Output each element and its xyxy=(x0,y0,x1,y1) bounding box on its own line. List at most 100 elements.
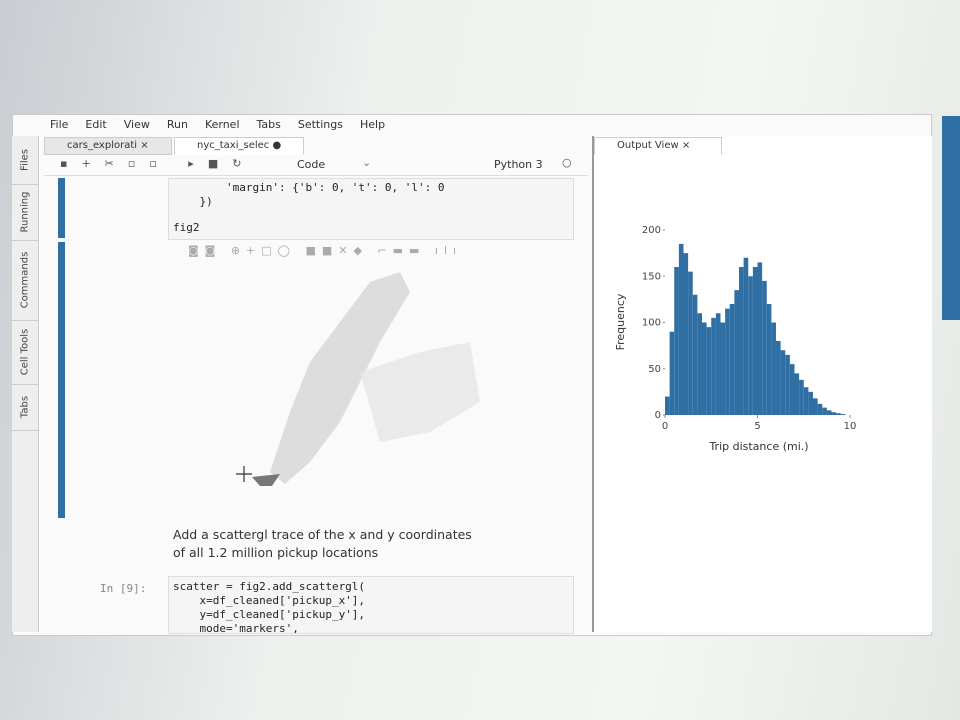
code-line: 'margin': {'b': 0, 't': 0, 'l': 0 xyxy=(173,181,445,194)
x-tick-label: 5 xyxy=(754,421,760,432)
histogram-bar xyxy=(789,364,795,415)
menu-item[interactable]: Tabs xyxy=(256,118,281,131)
menu-item[interactable]: Help xyxy=(359,118,386,131)
sidebar-label: Commands xyxy=(19,251,31,309)
histogram-bar xyxy=(739,267,744,415)
sidebar: Files Running Commands Cell Tools Tabs xyxy=(12,136,39,632)
histogram-bar xyxy=(794,373,800,415)
sidebar-tab[interactable]: Cell Tools xyxy=(12,320,38,385)
cell-collapser[interactable] xyxy=(58,242,65,518)
histogram-bar xyxy=(678,243,684,415)
code-line: scatter = fig2.add_scattergl( xyxy=(173,580,366,593)
sidebar-tab[interactable]: Files xyxy=(12,136,38,185)
sidebar-label: Running xyxy=(19,191,31,233)
code-line: y=df_cleaned['pickup_y'], xyxy=(173,608,366,621)
side-accent xyxy=(942,116,960,320)
notebook-tab[interactable]: nyc_taxi_selec ● xyxy=(174,137,304,155)
markdown-line: of all 1.2 million pickup locations xyxy=(173,545,379,560)
y-tick-label: 0 xyxy=(655,410,661,421)
histogram-bar xyxy=(813,398,818,415)
histogram-bar xyxy=(780,350,786,415)
histogram-bar xyxy=(688,271,693,415)
histogram-bar xyxy=(785,354,790,415)
tab-label: nyc_taxi_selec xyxy=(197,140,270,151)
cell-collapser[interactable] xyxy=(58,178,65,238)
sidebar-tab[interactable]: Tabs xyxy=(12,384,38,431)
code-cell[interactable]: 'margin': {'b': 0, 't': 0, 'l': 0 }) fig… xyxy=(168,178,574,240)
histogram-bar xyxy=(743,257,749,415)
histogram-bar xyxy=(725,308,730,415)
sidebar-label: Tabs xyxy=(19,395,31,419)
x-axis-label: Trip distance (mi.) xyxy=(708,440,808,453)
histogram-bar xyxy=(683,253,689,415)
code-line: fig2 xyxy=(173,221,200,234)
code-line: mode='markers', xyxy=(173,622,299,634)
markdown-line: Add a scattergl trace of the x and y coo… xyxy=(173,527,472,542)
histogram-bar xyxy=(803,387,809,415)
dropdown-arrow: ⌄ xyxy=(362,156,372,169)
tab-label: cars_explorati xyxy=(67,140,138,151)
menu-item[interactable]: View xyxy=(123,118,150,131)
histogram-bar xyxy=(669,331,675,415)
cell-type-select[interactable]: Code xyxy=(297,158,326,171)
histogram-bar xyxy=(836,413,841,415)
histogram-bar xyxy=(840,414,846,415)
x-tick-label: 10 xyxy=(844,421,857,432)
code-cell[interactable]: scatter = fig2.add_scattergl( x=df_clean… xyxy=(168,576,574,634)
histogram-bar xyxy=(762,280,767,415)
histogram-bar xyxy=(826,410,832,415)
histogram-bar xyxy=(711,317,716,415)
histogram-bar xyxy=(692,294,698,415)
code-line: }) xyxy=(173,195,213,208)
menu-item[interactable]: Settings xyxy=(297,118,343,131)
histogram-bar xyxy=(822,407,827,415)
map-points xyxy=(360,342,480,442)
toolbar-icons[interactable]: ▪+✂▫▫ ▸■↻ xyxy=(60,157,256,170)
scatter-map xyxy=(236,272,480,486)
notebook-tab[interactable]: cars_explorati × xyxy=(44,137,172,155)
sidebar-tab[interactable]: Running xyxy=(12,184,38,241)
sidebar-tab[interactable]: Commands xyxy=(12,240,38,321)
kernel-status: ○ xyxy=(562,156,572,169)
histogram-bar xyxy=(799,379,804,415)
histogram-bar xyxy=(674,267,679,415)
histogram-bar xyxy=(706,327,712,415)
y-tick-label: 50 xyxy=(648,364,661,375)
histogram-bar xyxy=(697,313,702,415)
histogram-bar xyxy=(720,322,726,415)
sidebar-label: Cell Tools xyxy=(19,328,31,376)
histogram-bar xyxy=(702,322,707,415)
menu-bar: File Edit View Run Kernel Tabs Settings … xyxy=(50,118,385,131)
menu-item[interactable]: Edit xyxy=(85,118,107,131)
code-line: x=df_cleaned['pickup_x'], xyxy=(173,594,366,607)
menu-item[interactable]: Run xyxy=(166,118,188,131)
histogram-bar xyxy=(715,313,721,415)
cursor xyxy=(236,466,252,482)
menu-item[interactable]: File xyxy=(50,118,69,131)
histogram-bar xyxy=(748,276,753,415)
y-axis-label: Frequency xyxy=(614,293,627,350)
histogram-bar xyxy=(808,391,813,415)
y-tick-label: 100 xyxy=(642,318,661,329)
kernel-name[interactable]: Python 3 xyxy=(494,158,543,171)
notebook-toolbar: ▪+✂▫▫ ▸■↻ Code ⌄ Python 3 ○ xyxy=(44,156,588,176)
menu-item[interactable]: Kernel xyxy=(204,118,240,131)
x-tick-label: 0 xyxy=(662,421,668,432)
histogram-bar xyxy=(776,341,781,415)
plot-modebar[interactable]: ◙◙ ⊕+□◯ ■■✕◆ ⌐▬▬ ılı xyxy=(188,244,463,257)
histogram-bar xyxy=(817,403,823,415)
cell-prompt: In [9]: xyxy=(100,582,147,595)
output-tab[interactable]: Output View × xyxy=(594,137,722,155)
histogram-bar xyxy=(757,262,763,415)
histogram-bar xyxy=(734,290,739,415)
map-points xyxy=(270,272,410,484)
sidebar-label: Files xyxy=(19,149,31,171)
histogram-bar xyxy=(752,267,758,415)
histogram-bar xyxy=(665,396,670,415)
y-tick-label: 200 xyxy=(642,225,661,236)
histogram-bar xyxy=(729,304,735,415)
histogram: Trip distance (mi.) Frequency 0501001502… xyxy=(614,225,857,453)
histogram-bar xyxy=(831,412,837,415)
histogram-bar xyxy=(771,322,776,415)
